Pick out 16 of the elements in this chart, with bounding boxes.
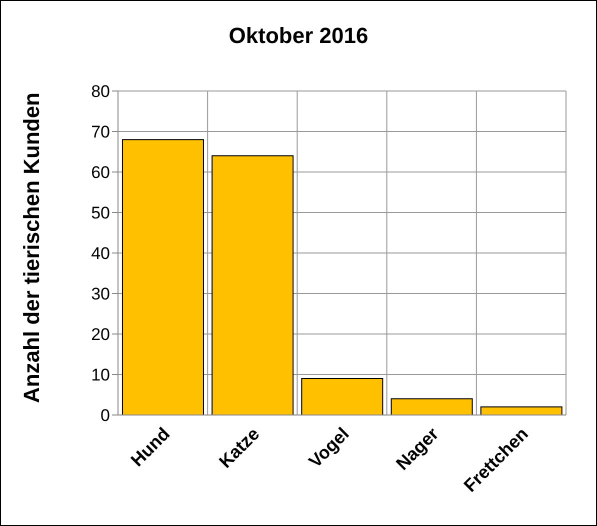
- chart-title: Oktober 2016: [228, 23, 370, 49]
- y-tick-label: 70: [91, 122, 110, 142]
- y-tick-label: 30: [91, 284, 110, 304]
- y-tick-label: 0: [100, 406, 110, 426]
- bar: [212, 155, 294, 415]
- y-tick-label: 60: [91, 163, 110, 182]
- bar: [301, 378, 384, 415]
- y-tick-label: 50: [91, 204, 110, 223]
- y-axis-title: Anzahl der tierischen Kunden: [18, 92, 44, 403]
- y-tick-label: 40: [91, 244, 110, 264]
- bar: [480, 406, 562, 415]
- y-tick-label: 20: [91, 325, 110, 344]
- bar: [390, 398, 473, 415]
- y-tick-label: 10: [91, 366, 110, 385]
- bar: [122, 139, 204, 415]
- y-tick-label: 80: [91, 82, 110, 102]
